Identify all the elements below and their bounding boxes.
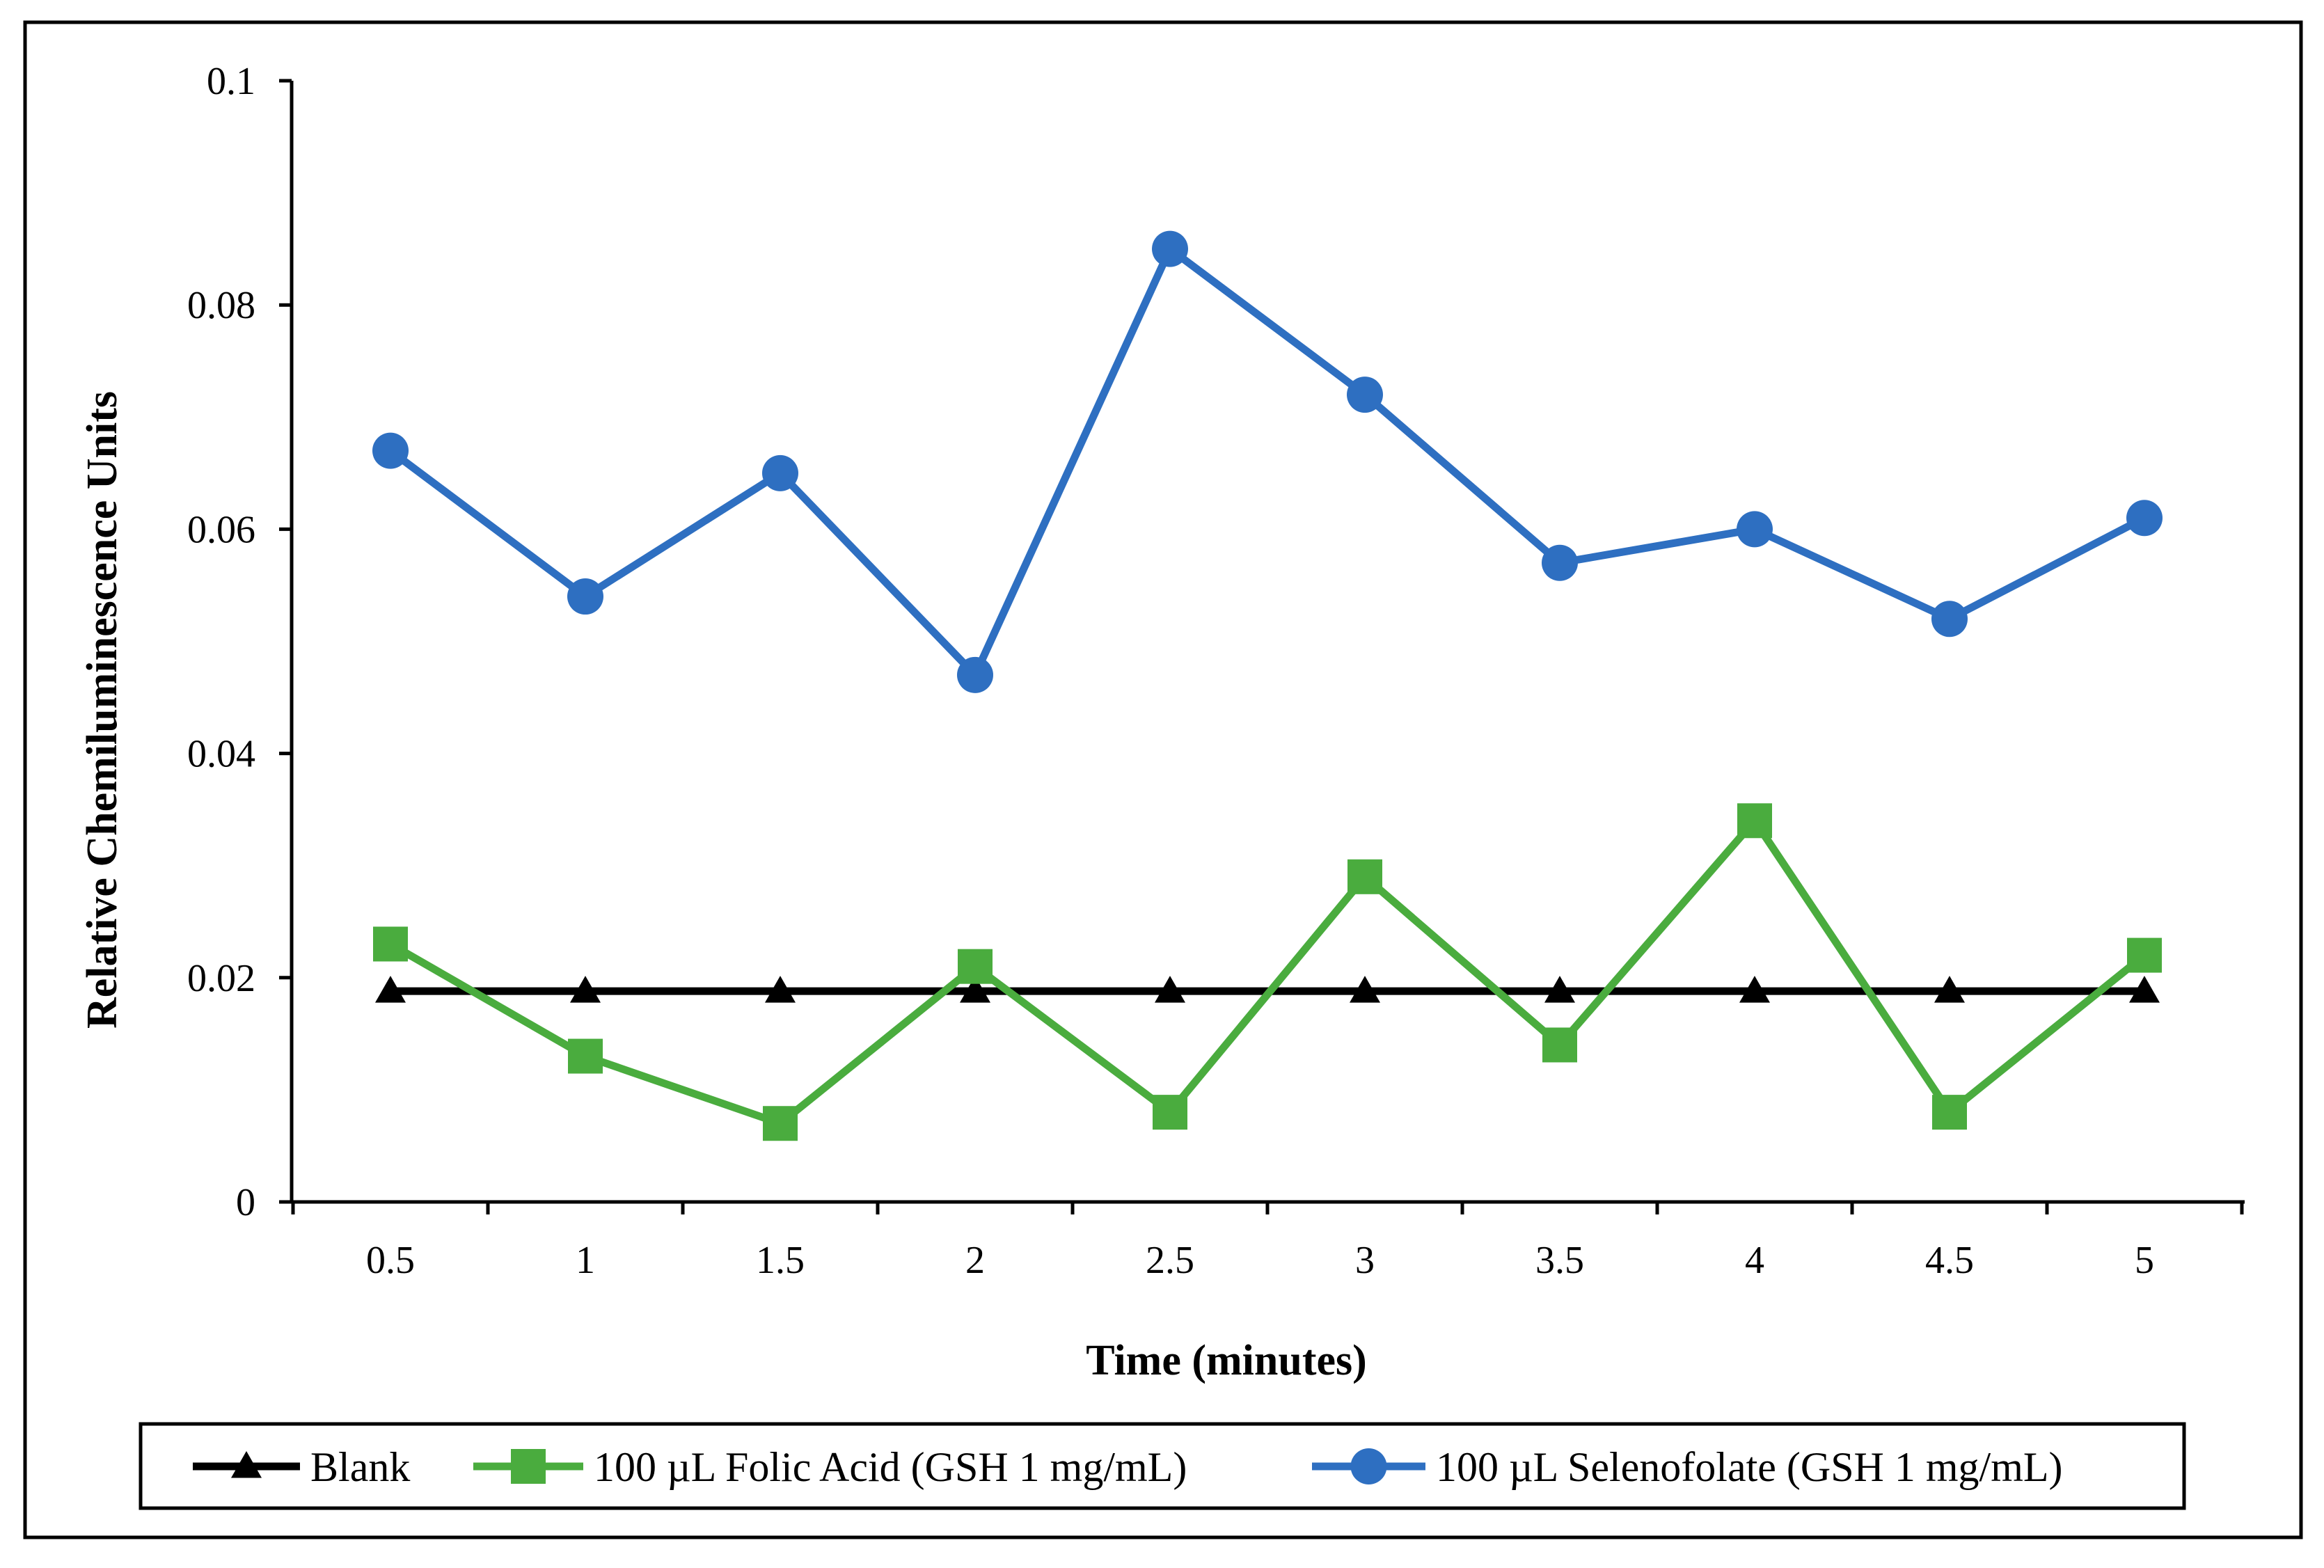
y-tick-label: 0 [236, 1181, 255, 1224]
data-point [372, 432, 409, 469]
data-point [1542, 544, 1578, 581]
outer-frame [23, 20, 2303, 1539]
x-ticks: 0.5 1 1.5 2 2.5 3 3.5 4 4.5 5 [291, 1202, 2244, 1282]
legend-entry: 100 µL Selenofolate (GSH 1 mg/mL) [1312, 1444, 2063, 1490]
legend-marker [231, 1451, 262, 1478]
x-tick-label: 0.5 [366, 1239, 415, 1282]
data-point [1931, 601, 1968, 638]
y-tick-label: 0.02 [187, 957, 255, 1000]
x-tick-label: 3 [1355, 1239, 1375, 1282]
data-point [1934, 976, 1965, 1003]
data-point [958, 949, 993, 984]
data-point [1155, 976, 1185, 1003]
x-tick-label: 1 [576, 1239, 595, 1282]
data-point [1932, 1095, 1967, 1130]
data-point [375, 976, 406, 1003]
data-point [2126, 500, 2163, 537]
series-2 [373, 803, 2162, 1141]
data-point [2129, 976, 2160, 1003]
data-point [568, 1038, 603, 1074]
legend-entry: 100 µL Folic Acid (GSH 1 mg/mL) [473, 1444, 1187, 1490]
data-point [1737, 511, 1773, 548]
y-ticks: 0 0.02 0.04 0.06 0.08 0.1 [187, 60, 292, 1224]
x-tick-label: 4 [1745, 1239, 1764, 1282]
y-axis-title: Relative Chemiluminescence Units [79, 391, 126, 1029]
data-point [765, 976, 796, 1003]
x-tick-label: 1.5 [756, 1239, 805, 1282]
legend-label: 100 µL Selenofolate (GSH 1 mg/mL) [1436, 1444, 2063, 1490]
series-3 [372, 230, 2163, 693]
data-point [1153, 1095, 1187, 1130]
legend-entry: Blank [193, 1444, 410, 1490]
legend: Blank 100 µL Folic Acid (GSH 1 mg/mL) 100 … [139, 1422, 2186, 1510]
series-group [372, 230, 2163, 1141]
series-line [386, 816, 2149, 1127]
data-point [762, 454, 798, 491]
data-point [1350, 976, 1380, 1003]
data-point [1347, 377, 1383, 413]
data-point [1542, 1027, 1577, 1063]
y-tick-label: 0.06 [187, 508, 255, 551]
y-tick-label: 0.04 [187, 733, 255, 776]
data-point [1152, 230, 1188, 267]
x-axis-title: Time (minutes) [1086, 1337, 1367, 1384]
x-tick-label: 2.5 [1146, 1239, 1194, 1282]
data-point [2127, 937, 2162, 973]
data-point [570, 976, 601, 1003]
x-tick-label: 2 [965, 1239, 985, 1282]
legend-label: Blank [310, 1444, 410, 1490]
x-tick-label: 5 [2135, 1239, 2154, 1282]
x-tick-label: 4.5 [1925, 1239, 1974, 1282]
data-point [1737, 803, 1772, 839]
legend-marker [511, 1449, 546, 1484]
y-tick-label: 0.08 [187, 284, 255, 327]
data-point [373, 926, 408, 962]
data-point [763, 1106, 798, 1141]
data-point [1347, 859, 1382, 894]
y-tick-label: 0.1 [207, 60, 255, 103]
series-line [386, 245, 2149, 679]
data-point [1739, 976, 1770, 1003]
data-point [960, 976, 990, 1003]
legend-label: 100 µL Folic Acid (GSH 1 mg/mL) [594, 1444, 1187, 1490]
legend-marker [1350, 1448, 1387, 1484]
data-point [957, 656, 993, 693]
data-point [1544, 976, 1575, 1003]
data-point [567, 578, 603, 615]
x-tick-label: 3.5 [1535, 1239, 1584, 1282]
